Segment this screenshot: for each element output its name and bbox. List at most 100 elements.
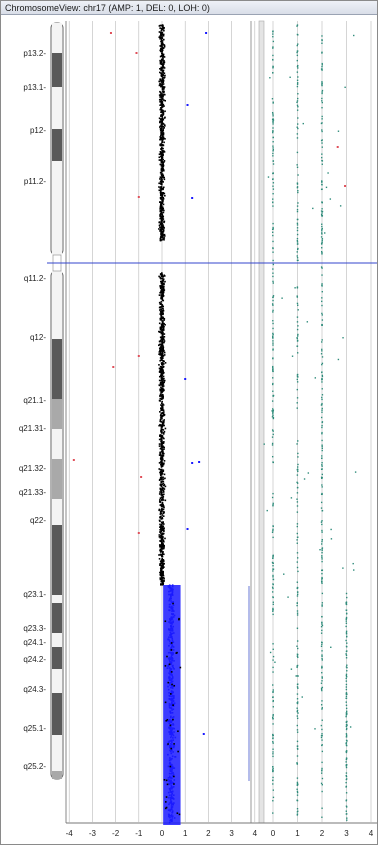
cn-point xyxy=(296,707,298,709)
log2-point-p-arm xyxy=(162,234,164,237)
log2-point-q-proximal xyxy=(162,528,164,530)
log2-point-amplified xyxy=(170,618,173,621)
log2-point-q-proximal xyxy=(162,574,164,577)
log2-point-q-proximal xyxy=(160,417,162,419)
log2-point-amplified xyxy=(171,674,173,676)
log2-point-p-arm xyxy=(161,40,164,42)
log2-point-p-arm xyxy=(159,197,162,199)
log2-point-q-proximal xyxy=(161,570,164,573)
log2-point-p-arm xyxy=(163,176,165,179)
log2-point-q-proximal xyxy=(162,422,164,425)
log2-point-p-arm xyxy=(160,181,163,183)
log2-point-q-proximal xyxy=(162,278,164,281)
cn-point xyxy=(345,758,348,761)
band-label: q11.2- xyxy=(24,274,46,283)
log2-point-amplified xyxy=(169,749,171,752)
log2-point-amplified xyxy=(169,597,171,600)
log2-point-q-proximal xyxy=(161,351,164,354)
log2-point-amplified-dark xyxy=(172,718,174,721)
log2-point-amplified xyxy=(171,653,174,656)
log2-point-q-proximal xyxy=(162,365,165,368)
log2-point-q-proximal xyxy=(162,545,164,547)
log2-point-amplified-dark xyxy=(164,807,167,810)
log2-point-p-arm xyxy=(161,186,163,189)
log2-outlier-point xyxy=(198,461,201,463)
cn-point xyxy=(296,627,299,629)
cn-point xyxy=(296,532,299,535)
cn-point xyxy=(321,700,323,702)
cn-point xyxy=(296,781,299,784)
ideogram-band xyxy=(52,525,62,595)
cn-point xyxy=(296,717,299,720)
cn-point xyxy=(321,163,323,165)
cn-point xyxy=(321,97,323,100)
log2-point-p-arm xyxy=(162,122,164,125)
log2-point-q-proximal xyxy=(161,272,163,274)
cn-point xyxy=(321,212,323,214)
log2-outlier-point xyxy=(184,378,187,380)
cn-point xyxy=(272,365,274,368)
log2-point-p-arm xyxy=(159,206,162,209)
cn-point xyxy=(272,417,275,420)
cn-point xyxy=(296,248,299,251)
cn-point xyxy=(321,540,323,543)
cn-point xyxy=(272,247,274,250)
cn-point xyxy=(321,381,323,383)
cn-point xyxy=(346,642,348,644)
cn-point xyxy=(321,396,323,399)
log2-point-q-proximal xyxy=(161,309,163,312)
cn-point xyxy=(297,93,299,95)
cn-point xyxy=(296,762,298,764)
cn-point xyxy=(321,92,323,95)
log2-point-p-arm xyxy=(161,48,164,51)
log2-point-p-arm xyxy=(160,69,162,71)
log2-point-amplified-dark xyxy=(176,651,178,654)
cn-point xyxy=(321,807,323,809)
log2-point-p-arm xyxy=(160,234,163,237)
log2-point-q-proximal xyxy=(164,362,167,364)
log2-point-p-arm xyxy=(160,120,163,123)
log2-point-amplified xyxy=(171,606,174,609)
log2-point-p-arm xyxy=(158,117,161,120)
log2-point-amplified xyxy=(172,621,174,624)
log2-point-q-proximal xyxy=(159,452,161,455)
log2-point-amplified xyxy=(168,603,171,606)
log2-point-q-proximal xyxy=(159,331,161,333)
log2-point-p-arm xyxy=(160,103,162,106)
cn-point xyxy=(272,336,274,338)
band-label: q23.3- xyxy=(23,624,46,633)
log2-point-q-proximal xyxy=(160,371,163,374)
cn-point xyxy=(296,755,299,757)
log2-point-q-proximal xyxy=(161,548,164,550)
cn-point xyxy=(345,757,348,760)
log2-point-p-arm xyxy=(159,217,162,220)
log2-point-p-arm xyxy=(160,100,162,103)
cn-point xyxy=(272,71,274,74)
ideogram-band xyxy=(52,23,62,53)
log2-point-amplified xyxy=(170,735,173,737)
cn-point xyxy=(321,65,323,68)
log2-point-p-arm xyxy=(162,158,164,161)
cn-point xyxy=(271,442,274,445)
cn-point-scatter xyxy=(314,728,316,730)
log2-point-p-arm xyxy=(160,192,163,195)
log2-point-q-proximal xyxy=(163,460,166,462)
cn-point xyxy=(321,739,323,741)
log2-point-q-proximal xyxy=(159,540,161,542)
log2-point-amplified xyxy=(168,726,171,729)
log2-point-amplified xyxy=(168,676,170,678)
ideogram-band xyxy=(52,339,62,399)
cn-point xyxy=(272,767,274,770)
cn-point xyxy=(296,745,299,747)
log2-point-amplified xyxy=(172,694,174,697)
log2-point-amplified xyxy=(170,625,173,627)
log2-point-q-proximal xyxy=(162,546,164,548)
cn-point xyxy=(320,704,323,706)
log2-point-q-proximal xyxy=(161,322,164,325)
log2-point-p-arm xyxy=(158,36,161,39)
log2-point-q-proximal xyxy=(161,311,164,313)
cn-point xyxy=(297,304,299,306)
log2-point-q-proximal xyxy=(161,381,163,384)
band-label: p12- xyxy=(30,126,46,135)
cn-point xyxy=(345,739,348,742)
